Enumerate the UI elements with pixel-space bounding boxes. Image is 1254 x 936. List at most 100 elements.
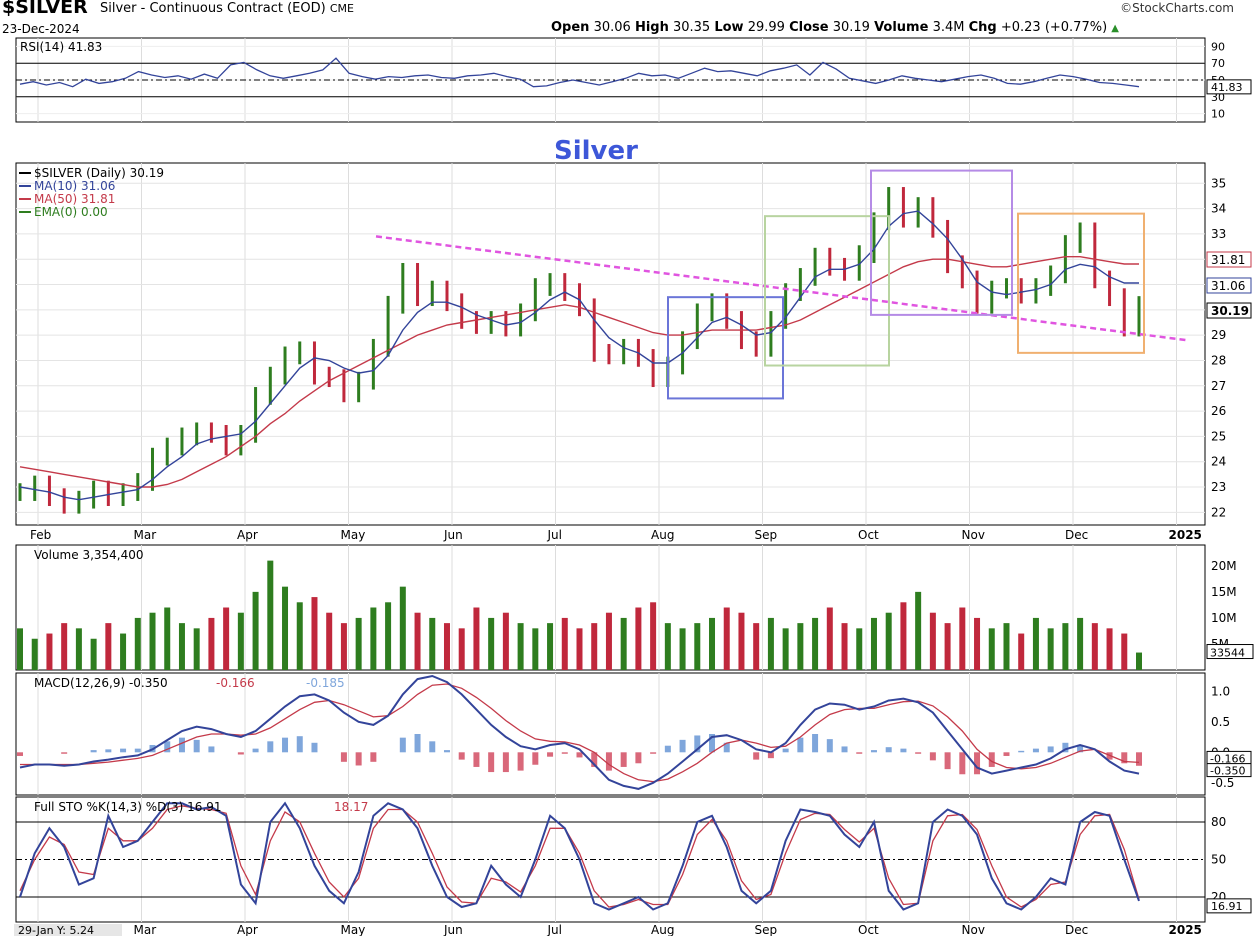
volume-bar bbox=[988, 628, 995, 670]
price-y-tick: 25 bbox=[1211, 429, 1226, 443]
volume-bar bbox=[620, 617, 627, 670]
macd-histogram-bar bbox=[664, 745, 671, 753]
volume-bar bbox=[591, 623, 598, 670]
volume-value: 3.4M bbox=[932, 20, 965, 35]
macd-histogram-bar bbox=[826, 739, 833, 753]
volume-bar bbox=[326, 612, 333, 670]
x-tick-label: Dec bbox=[1065, 528, 1088, 542]
volume-bar bbox=[458, 628, 465, 670]
price-y-tick: 33 bbox=[1211, 227, 1226, 241]
volume-bar bbox=[414, 612, 421, 670]
macd-histogram-bar bbox=[208, 746, 215, 753]
downtrend-line bbox=[375, 235, 1188, 342]
macd-histogram-bar bbox=[650, 752, 657, 754]
price-last-box bbox=[1206, 251, 1252, 268]
macd-histogram-bar bbox=[488, 752, 495, 773]
macd-histogram-bar bbox=[635, 752, 642, 764]
price-legend-3: EMA(0) 0.00 bbox=[34, 205, 108, 219]
volume-label: Volume bbox=[874, 20, 929, 35]
macd-histogram-bar bbox=[1018, 750, 1025, 753]
price-last-label: 30.19 bbox=[1211, 304, 1249, 318]
x-tick-label-bottom: Nov bbox=[962, 923, 985, 936]
macd-histogram-bar bbox=[797, 737, 804, 753]
macd-histogram-bar bbox=[679, 739, 686, 753]
high-label: High bbox=[634, 20, 669, 35]
macd-histogram-bar bbox=[355, 752, 362, 766]
macd-histogram-bar bbox=[311, 742, 318, 753]
macd-histogram-bar bbox=[900, 748, 907, 753]
price-y-tick: 28 bbox=[1211, 353, 1226, 367]
volume-bar bbox=[149, 612, 156, 670]
x-tick-label-bottom: Jun bbox=[443, 923, 463, 936]
volume-bar bbox=[31, 638, 38, 670]
x-tick-label: 2025 bbox=[1169, 528, 1202, 542]
volume-bar bbox=[1032, 617, 1039, 670]
price-legend-0: $SILVER (Daily) 30.19 bbox=[34, 166, 164, 180]
volume-bar bbox=[915, 591, 922, 670]
volume-last-label: 33544 bbox=[1210, 647, 1245, 660]
box-purple bbox=[870, 169, 1013, 316]
box-green bbox=[764, 215, 890, 367]
price-y-tick: 27 bbox=[1211, 379, 1226, 393]
volume-bar bbox=[694, 623, 701, 670]
chg-label: Chg bbox=[968, 20, 997, 35]
volume-bar bbox=[929, 612, 936, 670]
price-last-label: 31.81 bbox=[1211, 253, 1245, 267]
volume-bar bbox=[17, 628, 23, 670]
panel-price bbox=[15, 162, 1206, 526]
rsi-y-tick: 90 bbox=[1211, 40, 1225, 53]
open-value: 30.06 bbox=[593, 20, 631, 35]
x-tick-label-bottom: 2025 bbox=[1169, 923, 1202, 936]
ma50-line bbox=[19, 256, 1139, 488]
volume-bar bbox=[826, 607, 833, 670]
volume-bar bbox=[311, 597, 318, 670]
chart-header: $SILVER Silver - Continuous Contract (EO… bbox=[0, 0, 1254, 38]
volume-bar bbox=[282, 586, 289, 670]
macd-histogram-bar bbox=[193, 739, 200, 753]
x-tick-label-bottom: May bbox=[341, 923, 366, 936]
macd-histogram-bar bbox=[959, 752, 966, 775]
macd-histogram-bar bbox=[974, 752, 981, 775]
macd-last-label: -0.350 bbox=[1210, 765, 1245, 778]
volume-bar bbox=[296, 602, 303, 670]
macd-histogram-bar bbox=[547, 752, 554, 757]
price-last-box bbox=[1206, 277, 1252, 294]
macd-histogram-bar bbox=[561, 752, 568, 754]
volume-bar bbox=[532, 628, 539, 670]
macd-y-tick: 0.5 bbox=[1211, 715, 1230, 729]
price-y-tick: 29 bbox=[1211, 328, 1226, 342]
volume-legend: Volume 3,354,400 bbox=[34, 548, 144, 562]
crosshair-readout: 29-Jan Y: 5.24 bbox=[18, 924, 94, 936]
volume-bar bbox=[1047, 628, 1054, 670]
macd-histogram-bar bbox=[723, 742, 730, 753]
macd-histogram-bar bbox=[237, 752, 244, 755]
volume-bar bbox=[650, 602, 657, 670]
volume-bar bbox=[812, 617, 819, 670]
rsi-y-tick: 70 bbox=[1211, 57, 1225, 70]
macd-histogram-bar bbox=[17, 752, 23, 756]
x-tick-label: Feb bbox=[30, 528, 51, 542]
close-value: 30.19 bbox=[832, 20, 870, 35]
volume-bar bbox=[797, 623, 804, 670]
x-tick-label: May bbox=[341, 528, 366, 542]
volume-bar bbox=[120, 633, 127, 670]
volume-bar bbox=[885, 612, 892, 670]
macd-histogram-bar bbox=[870, 750, 877, 753]
volume-bar bbox=[1003, 623, 1010, 670]
ticker-symbol: $SILVER bbox=[2, 0, 88, 18]
open-label: Open bbox=[551, 20, 590, 35]
macd-histogram-bar bbox=[1003, 752, 1010, 756]
sto-d-line bbox=[19, 805, 1140, 908]
volume-bar bbox=[1106, 628, 1113, 670]
x-tick-label: Jun bbox=[443, 528, 463, 542]
volume-bar bbox=[164, 607, 171, 670]
volume-bar bbox=[974, 617, 981, 670]
panel-macd bbox=[15, 672, 1206, 796]
price-legend-2: MA(50) 31.81 bbox=[34, 192, 115, 206]
volume-bar bbox=[856, 628, 863, 670]
macd-histogram-bar bbox=[429, 741, 436, 753]
volume-bar bbox=[944, 623, 951, 670]
volume-bar bbox=[267, 560, 274, 670]
price-y-tick: 26 bbox=[1211, 404, 1226, 418]
